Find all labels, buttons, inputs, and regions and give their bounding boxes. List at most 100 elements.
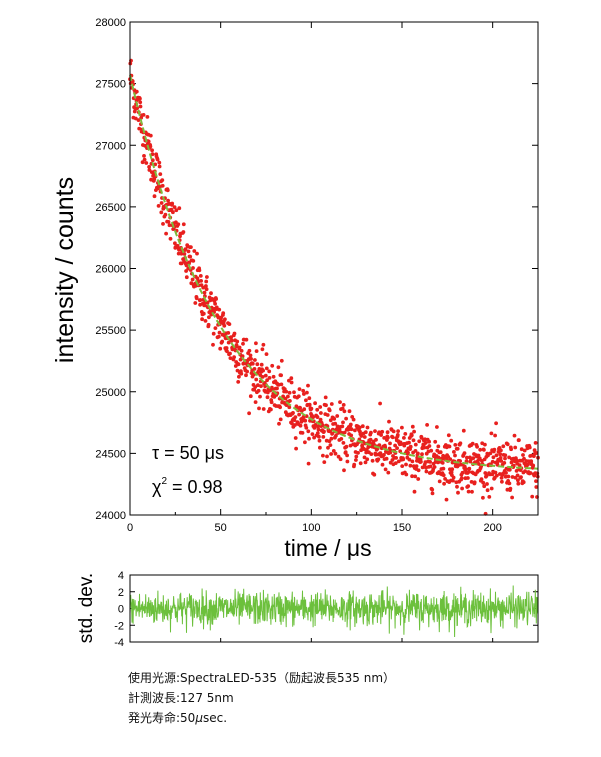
data-point bbox=[506, 474, 511, 479]
data-point bbox=[263, 373, 268, 378]
data-point bbox=[469, 480, 474, 484]
data-point bbox=[452, 450, 456, 454]
data-point bbox=[413, 474, 418, 479]
data-point bbox=[377, 443, 382, 447]
data-point bbox=[503, 474, 508, 479]
data-point bbox=[142, 154, 146, 158]
data-point bbox=[451, 475, 456, 480]
data-point bbox=[354, 454, 359, 459]
data-point bbox=[391, 429, 396, 434]
data-point bbox=[248, 353, 253, 358]
data-point bbox=[222, 323, 227, 328]
data-point bbox=[279, 382, 284, 387]
data-point bbox=[302, 407, 307, 412]
data-point bbox=[271, 374, 276, 379]
data-point bbox=[378, 401, 382, 406]
y-tick-label: 27000 bbox=[95, 140, 126, 152]
data-point bbox=[146, 139, 151, 144]
data-point bbox=[203, 319, 208, 323]
data-point bbox=[164, 231, 169, 236]
data-point bbox=[341, 441, 346, 445]
data-point bbox=[189, 245, 193, 250]
data-point bbox=[148, 144, 153, 149]
data-point bbox=[137, 126, 142, 131]
data-point bbox=[307, 396, 312, 401]
data-point bbox=[467, 466, 472, 471]
data-point bbox=[304, 425, 309, 430]
data-point bbox=[369, 452, 374, 456]
data-point bbox=[517, 463, 522, 467]
data-point bbox=[292, 418, 297, 422]
data-point bbox=[209, 291, 213, 296]
data-point bbox=[204, 287, 209, 292]
data-point bbox=[530, 494, 535, 499]
data-point bbox=[510, 475, 515, 479]
data-point bbox=[476, 453, 481, 458]
data-point bbox=[161, 222, 165, 226]
data-point bbox=[211, 342, 215, 347]
data-point bbox=[310, 432, 315, 436]
data-point bbox=[519, 447, 524, 452]
data-point bbox=[186, 249, 191, 254]
data-point bbox=[303, 418, 308, 423]
data-point bbox=[184, 275, 189, 280]
data-point bbox=[404, 472, 409, 477]
data-point bbox=[176, 222, 181, 227]
data-point bbox=[340, 424, 345, 429]
data-point bbox=[420, 465, 425, 470]
data-point bbox=[239, 348, 244, 353]
data-point bbox=[403, 432, 408, 436]
data-point bbox=[301, 388, 306, 393]
data-point bbox=[451, 478, 455, 483]
data-point bbox=[500, 479, 504, 484]
data-point bbox=[509, 447, 513, 452]
data-point bbox=[330, 432, 334, 436]
data-point bbox=[244, 373, 248, 378]
data-point bbox=[140, 160, 145, 165]
data-point bbox=[396, 459, 401, 464]
data-point bbox=[351, 417, 356, 422]
data-point bbox=[257, 406, 261, 411]
data-point bbox=[357, 425, 362, 430]
data-point bbox=[159, 210, 164, 215]
data-point bbox=[382, 453, 386, 457]
data-point bbox=[195, 251, 199, 256]
data-point bbox=[428, 460, 432, 464]
data-point bbox=[206, 322, 211, 327]
data-point bbox=[254, 377, 259, 382]
data-point bbox=[464, 467, 468, 471]
data-point bbox=[528, 471, 533, 475]
data-point bbox=[256, 388, 261, 393]
data-point bbox=[393, 461, 398, 465]
data-point bbox=[516, 481, 521, 486]
data-point bbox=[412, 489, 417, 494]
data-point bbox=[220, 339, 225, 344]
data-point bbox=[360, 424, 365, 429]
data-point bbox=[321, 435, 326, 439]
data-point bbox=[253, 400, 258, 404]
data-point bbox=[216, 334, 221, 339]
data-point bbox=[390, 435, 395, 440]
data-point bbox=[253, 385, 258, 389]
data-point bbox=[157, 160, 162, 165]
data-point bbox=[297, 412, 301, 417]
data-point bbox=[232, 331, 237, 336]
data-point bbox=[221, 311, 226, 315]
data-point bbox=[158, 172, 163, 177]
data-point bbox=[315, 431, 320, 435]
data-point bbox=[515, 473, 520, 478]
data-point bbox=[191, 259, 196, 263]
data-point bbox=[504, 471, 508, 475]
data-point bbox=[444, 497, 449, 502]
data-point bbox=[334, 433, 338, 438]
data-point bbox=[402, 436, 406, 440]
data-point bbox=[326, 445, 330, 450]
data-point bbox=[365, 457, 370, 462]
data-point bbox=[410, 424, 415, 429]
data-point bbox=[430, 491, 435, 496]
data-point bbox=[331, 449, 336, 453]
data-point bbox=[466, 484, 471, 488]
data-point bbox=[160, 183, 165, 188]
data-point bbox=[499, 476, 504, 480]
data-point bbox=[160, 178, 165, 183]
